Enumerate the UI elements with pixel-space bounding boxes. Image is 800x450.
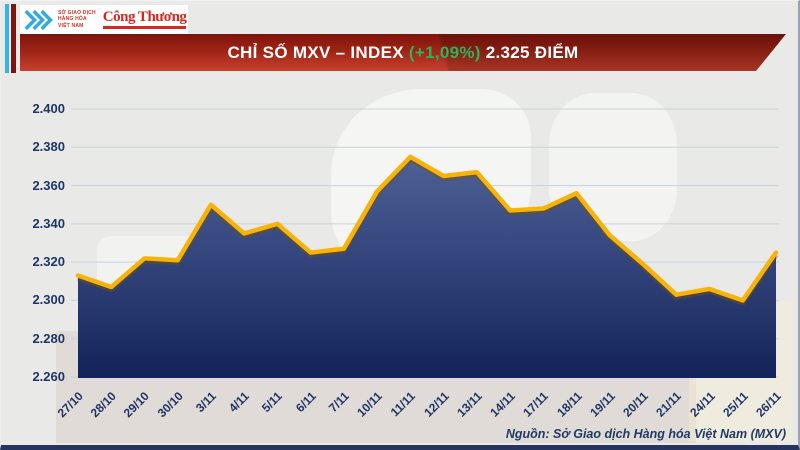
mxv-logo-text: SỞ GIAO DỊCH HÀNG HÓA VIỆT NAM [58,10,96,29]
y-tick-label: 2.280 [32,330,65,346]
y-tick-label: 2.380 [32,139,65,155]
congthuong-logo-bar [102,26,187,29]
y-tick-label: 2.260 [32,369,65,384]
mxv-logo-line1: SỞ GIAO DỊCH [58,10,96,17]
y-tick-label: 2.400 [32,101,65,116]
index-series [75,154,779,378]
mxv-logo-line3: VIỆT NAM [58,22,84,29]
title-banner: CHỈ SỐ MXV – INDEX (+1,09%) 2.325 ĐIỂM [20,34,786,71]
congthuong-logo: Công Thương [102,9,187,29]
mxv-logo-line2: HÀNG HÓA [58,16,87,23]
mxv-logo-icon [24,9,53,30]
left-stripe-maroon [11,4,16,73]
congthuong-logo-text: Công Thương [102,9,187,25]
left-stripe-cyan [5,4,9,73]
y-tick-label: 2.360 [32,177,65,193]
title-prefix: CHỈ SỐ MXV – INDEX [227,42,404,62]
title-value: 2.325 ĐIỂM [485,42,579,62]
source-note: Nguồn: Sở Giao dịch Hàng hóa Việt Nam (M… [505,427,786,441]
y-tick-label: 2.340 [32,215,65,231]
y-tick-label: 2.300 [32,292,65,308]
index-line [75,154,779,303]
chart-title: CHỈ SỐ MXV – INDEX (+1,09%) 2.325 ĐIỂM [20,34,786,71]
logo-box: SỞ GIAO DỊCH HÀNG HÓA VIỆT NAM Công Thươ… [20,5,188,34]
index-change-badge: (+1,09%) [408,42,481,62]
area-fill [78,156,776,378]
y-tick-label: 2.320 [32,254,65,270]
